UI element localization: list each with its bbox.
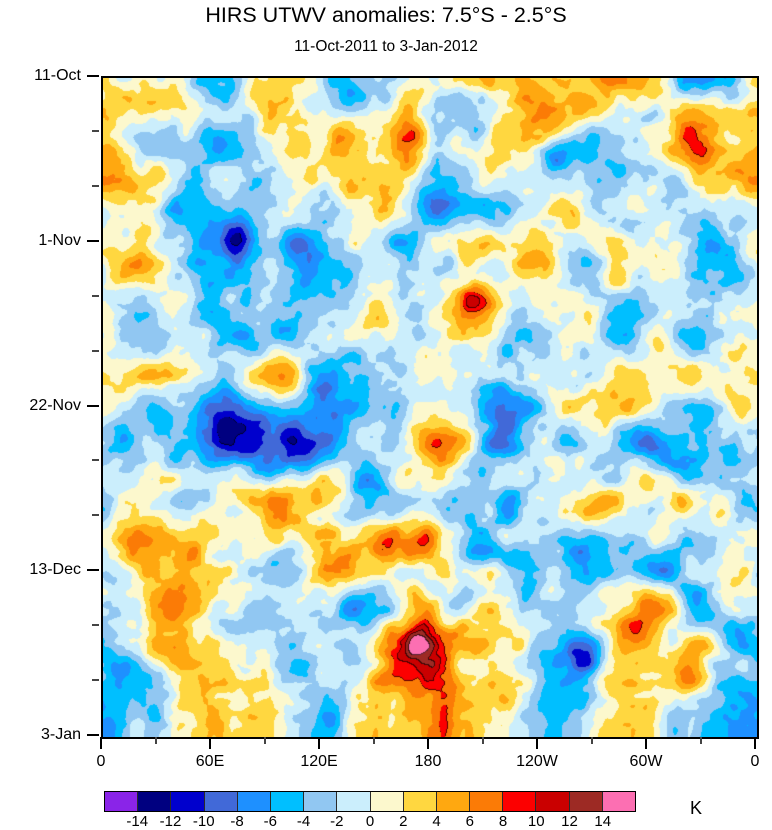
colorbar-swatch: [470, 792, 504, 811]
x-axis-label: 60W: [629, 753, 663, 770]
colorbar-swatch: [270, 792, 305, 811]
colorbar-swatch: [602, 792, 635, 811]
colorbar-swatch: [370, 792, 404, 811]
y-axis-minor-tick: [92, 679, 99, 682]
colorbar-swatch: [436, 792, 471, 811]
x-axis-minor-tick: [481, 737, 484, 744]
colorbar-swatch: [403, 792, 437, 811]
colorbar-tick-label: -8: [230, 813, 244, 830]
y-axis-label: 1-Nov: [38, 231, 81, 249]
colorbar: [104, 791, 636, 812]
colorbar-tick-label: -10: [192, 813, 215, 830]
y-axis-label: 3-Jan: [40, 726, 81, 743]
y-axis-label: 11-Oct: [34, 67, 81, 84]
colorbar-tick-label: 6: [465, 813, 474, 830]
colorbar-swatch: [171, 792, 205, 811]
x-axis-minor-tick: [263, 737, 266, 744]
page-title: HIRS UTWV anomalies: 7.5°S - 2.5°S: [205, 3, 567, 27]
x-axis-tick: [100, 737, 102, 749]
y-axis-minor-tick: [92, 294, 99, 297]
x-axis-tick: [754, 737, 756, 749]
x-axis-label: 180: [414, 753, 442, 770]
x-axis-tick: [427, 737, 429, 749]
colorbar-tick-label: -2: [330, 813, 344, 830]
y-axis-label: 22-Nov: [29, 396, 81, 414]
colorbar-tick-label: -6: [263, 813, 277, 830]
y-axis-minor-tick: [92, 184, 99, 187]
y-axis-tick: [87, 734, 99, 736]
x-axis-minor-tick: [154, 737, 157, 744]
y-axis-label: 13-Dec: [29, 561, 81, 579]
y-axis-tick: [87, 75, 99, 77]
colorbar-tick-label: 0: [365, 813, 375, 830]
colorbar-tick-label: 2: [399, 813, 408, 830]
colorbar-tick-label: -14: [126, 813, 149, 830]
y-axis-minor-tick: [92, 514, 99, 517]
x-axis-minor-tick: [699, 737, 702, 744]
x-axis-label: 0: [96, 753, 106, 770]
x-axis-label: 120W: [516, 753, 558, 770]
colorbar-tick-label: -12: [159, 813, 182, 830]
y-axis-tick: [87, 404, 99, 407]
colorbar-swatch: [138, 792, 172, 811]
colorbar-tick-label: 12: [561, 813, 578, 830]
y-axis-minor-tick: [92, 349, 99, 352]
colorbar-swatch: [337, 792, 371, 811]
x-axis-tick: [209, 737, 211, 749]
x-axis-minor-tick: [372, 737, 375, 744]
x-axis-minor-tick: [590, 737, 593, 744]
colorbar-tick-label: 14: [594, 813, 612, 830]
figure-subtitle: 11-Oct-2011 to 3-Jan-2012: [294, 38, 478, 55]
y-axis-minor-tick: [92, 459, 99, 462]
colorbar-swatch: [569, 792, 603, 811]
colorbar-swatch: [536, 792, 570, 811]
colorbar-tick-label: 8: [498, 813, 508, 830]
anomaly-field-heatmap: [103, 78, 757, 737]
plot-area: [101, 76, 759, 739]
colorbar-swatch: [304, 792, 338, 811]
x-axis-label: 120E: [300, 753, 338, 770]
colorbar-swatch: [503, 792, 537, 811]
y-axis-tick: [87, 239, 99, 242]
x-axis-tick: [645, 737, 647, 749]
x-axis-label: 60E: [195, 753, 225, 770]
colorbar-swatch: [105, 792, 139, 811]
colorbar-tick-label: 4: [432, 813, 441, 830]
y-axis-minor-tick: [92, 129, 99, 132]
colorbar-tick-label: 10: [527, 813, 545, 830]
colorbar-swatch: [237, 792, 271, 811]
colorbar-swatch: [204, 792, 238, 811]
colorbar-units-label: K: [690, 798, 703, 818]
x-axis-tick: [318, 737, 320, 749]
x-axis-tick: [536, 737, 538, 749]
y-axis-tick: [87, 569, 99, 572]
x-axis-label: 0: [750, 753, 760, 770]
colorbar-tick-label: -4: [296, 813, 311, 830]
y-axis-minor-tick: [92, 624, 99, 627]
